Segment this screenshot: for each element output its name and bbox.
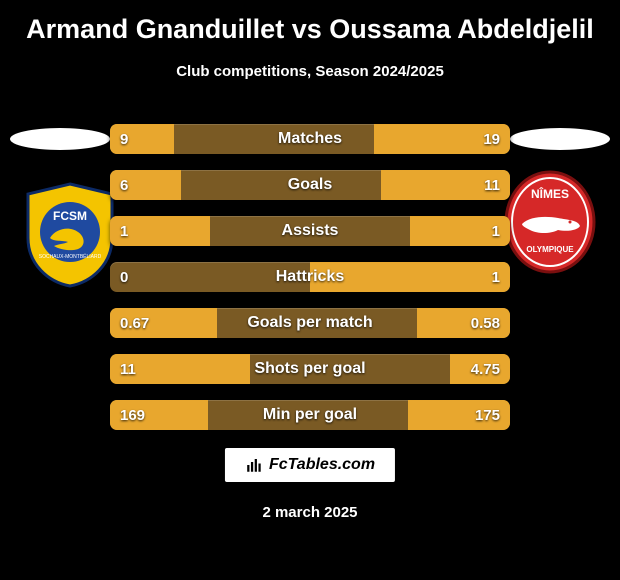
stat-row: 01Hattricks	[110, 262, 510, 292]
svg-text:OLYMPIQUE: OLYMPIQUE	[526, 245, 574, 254]
stat-fill-right	[410, 216, 510, 246]
stats-bars-icon	[245, 456, 263, 474]
stat-row: 0.670.58Goals per match	[110, 308, 510, 338]
page-title: Armand Gnanduillet vs Oussama Abdeldjeli…	[0, 0, 620, 45]
stat-fill-left	[110, 354, 250, 384]
stat-fill-left	[110, 124, 174, 154]
stat-fill-left	[110, 400, 208, 430]
stat-fill-right	[417, 308, 510, 338]
stats-comparison-panel: 919Matches 611Goals 11Assists 01Hattricks 0.…	[110, 124, 510, 446]
stat-row: 169175Min per goal	[110, 400, 510, 430]
player-right-crest: NÎMES OLYMPIQUE	[500, 168, 600, 276]
stat-fill-right	[408, 400, 510, 430]
site-label: FcTables.com	[269, 456, 375, 474]
svg-text:NÎMES: NÎMES	[531, 186, 569, 201]
page-subtitle: Club competitions, Season 2024/2025	[0, 63, 620, 80]
footer-date: 2 march 2025	[0, 504, 620, 521]
svg-text:SOCHAUX-MONTBÉLIARD: SOCHAUX-MONTBÉLIARD	[39, 253, 102, 260]
stat-fill-right	[374, 124, 510, 154]
stat-row: 114.75Shots per goal	[110, 354, 510, 384]
nimes-badge-icon: NÎMES OLYMPIQUE	[500, 168, 600, 276]
svg-text:FCSM: FCSM	[53, 209, 87, 223]
stat-row: 919Matches	[110, 124, 510, 154]
stat-fill-right	[450, 354, 510, 384]
stat-fill-left	[110, 308, 217, 338]
stat-fill-left	[110, 216, 210, 246]
stat-row: 611Goals	[110, 170, 510, 200]
stat-value-left: 0	[120, 262, 128, 292]
player-right-silhouette-ellipse	[510, 128, 610, 150]
stat-fill-right	[310, 262, 510, 292]
site-badge: FcTables.com	[225, 448, 395, 482]
player-left-crest: FCSM SOCHAUX-MONTBÉLIARD	[20, 180, 120, 288]
stat-fill-right	[381, 170, 510, 200]
fcsm-shield-icon: FCSM SOCHAUX-MONTBÉLIARD	[20, 180, 120, 288]
player-left-silhouette-ellipse	[10, 128, 110, 150]
stat-fill-left	[110, 170, 181, 200]
stat-row: 11Assists	[110, 216, 510, 246]
